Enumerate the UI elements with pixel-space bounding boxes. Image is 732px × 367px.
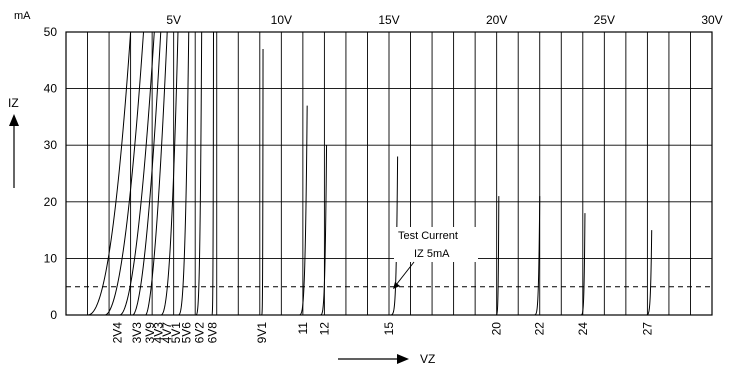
curve-3V3 [104,31,145,316]
plot-frame-rect [65,31,713,316]
x-top-tick-label: 15V [378,13,399,27]
y-tick-label: 30 [44,138,58,152]
y-axis-arrow-head [9,114,19,126]
grid [66,32,712,315]
y-tick-label: 0 [50,308,57,322]
series-label-5V6: 5V6 [180,322,194,344]
curve-5V1 [160,31,179,316]
series-label-5V1: 5V1 [169,322,183,344]
x-top-tick-label: 20V [486,13,507,27]
curve-2V4 [87,31,132,316]
series-label-4V3: 4V3 [152,322,166,344]
curve-6V2 [195,31,203,316]
curve-12 [319,145,328,316]
series-label-12: 12 [317,322,331,336]
test-current-label-line2: IZ 5mA [414,248,450,260]
series-label-4V7: 4V7 [160,322,174,344]
y-tick-label: 40 [44,82,58,96]
curve-6V8 [211,31,214,316]
y-tick-labels: 0 10 20 30 40 50 [44,25,58,322]
x-axis-arrow-head [397,354,409,364]
series-label-11: 11 [296,322,310,335]
series-label-6V8: 6V8 [205,322,219,344]
x-top-tick-label: 5V [166,13,181,27]
series-label-3V3: 3V3 [130,322,144,344]
y-tick-label: 50 [44,25,58,39]
test-current-pointer [395,261,415,286]
y-axis-label: IZ [8,96,19,110]
series-label-15: 15 [382,322,396,336]
series-label-6V2: 6V2 [193,322,207,344]
x-top-tick-label: 30V [701,13,722,27]
y-unit-label: mA [14,10,31,22]
curves [87,31,653,316]
series-label-27: 27 [640,322,654,336]
x-top-tick-labels: 5V 10V 15V 20V 25V 30V [166,13,722,27]
curve-5V6 [177,31,190,316]
x-top-tick-label: 25V [594,13,615,27]
curve-3V9 [119,31,155,316]
y-tick-label: 20 [44,195,58,209]
curve-11 [297,105,308,316]
plot-frame [65,31,713,316]
series-label-2V4: 2V4 [111,322,125,344]
x-axis-label: VZ [420,352,435,366]
curve-24 [578,213,586,316]
series-label-9V1: 9V1 [255,322,269,344]
curve-4V7 [145,31,168,316]
x-top-tick-label: 10V [271,13,292,27]
curve-4V3 [132,31,162,316]
series-label-22: 22 [533,322,547,336]
y-tick-label: 10 [44,251,58,265]
test-current-label-line1: Test Current [398,230,458,242]
series-label-24: 24 [576,322,590,336]
curve-22 [531,196,541,316]
series-label-20: 20 [490,322,504,336]
series-label-3V9: 3V9 [143,322,157,344]
test-current-pointer-head [393,282,400,289]
test-current-label-bg [394,227,478,262]
